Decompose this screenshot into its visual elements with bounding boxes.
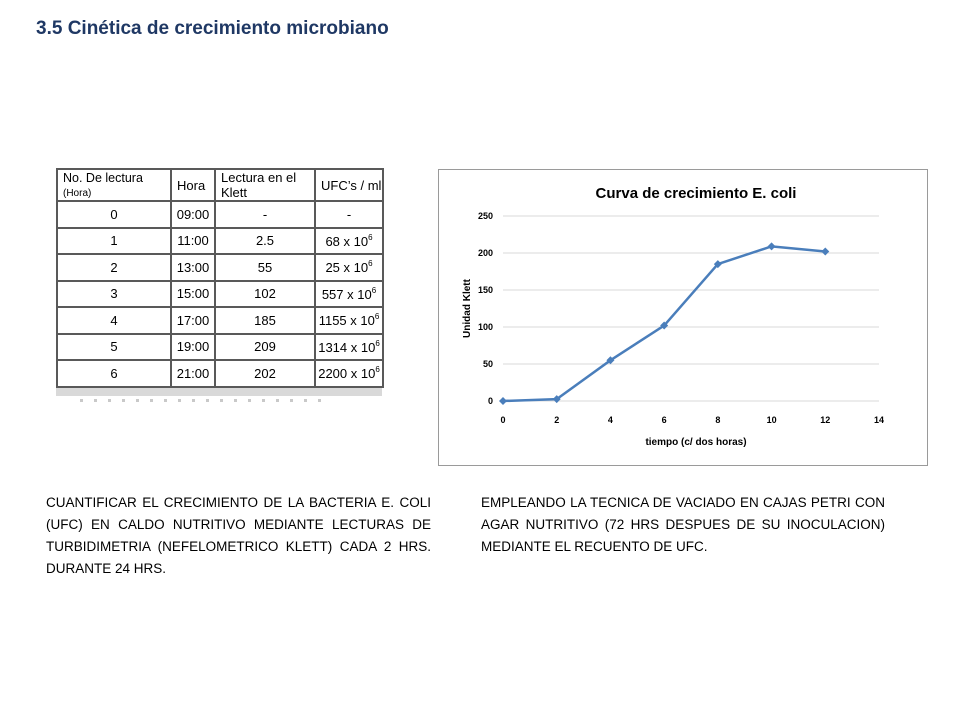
cell-lectura: 2: [56, 253, 172, 282]
ufc-value: 2200 x 10: [318, 366, 376, 382]
ufc-value: 1314 x 10: [318, 339, 376, 355]
y-tick-label: 200: [478, 248, 493, 258]
y-tick-label: 50: [483, 359, 493, 369]
x-tick-label: 4: [608, 415, 613, 425]
cell-hora: 09:00: [170, 200, 216, 229]
paragraph-left: CUANTIFICAR EL CRECIMIENTO DE LA BACTERI…: [46, 495, 431, 576]
cell-lectura: 5: [56, 332, 172, 361]
slide-title: 3.5 Cinética de crecimiento microbiano: [36, 18, 389, 39]
cell-klett: 102: [214, 279, 316, 308]
data-point: [660, 321, 669, 330]
x-tick-label: 2: [554, 415, 559, 425]
table-row: 3 15:00 102 557 x 106: [56, 279, 384, 308]
cell-ufc: 557 x 106: [314, 279, 384, 308]
y-tick-label: 0: [488, 396, 493, 406]
cell-ufc: 68 x 106: [314, 226, 384, 255]
data-point: [713, 260, 722, 269]
table-row: 4 17:00 185 1155 x 106: [56, 306, 384, 335]
data-point: [499, 397, 507, 405]
cell-klett: 2.5: [214, 226, 316, 255]
table-body: 0 09:00- -1 11:00 2.5 68 x 106 2 13:00 55 25 x 10…: [56, 200, 384, 388]
ufc-value: 557 x 10: [321, 286, 372, 302]
cell-lectura: 6: [56, 359, 172, 388]
table-row: 2 13:00 55 25 x 106: [56, 253, 384, 282]
header-lectura-label: No. De lectura: [63, 171, 143, 185]
data-point: [606, 356, 615, 365]
x-axis-label: tiempo (c/ dos horas): [645, 437, 746, 448]
cell-ufc: -: [314, 200, 384, 229]
header-lectura-unit: (Hora): [63, 188, 92, 199]
ufc-exponent: 6: [375, 365, 380, 375]
x-tick-label: 10: [767, 415, 777, 425]
cell-lectura: 3: [56, 279, 172, 308]
cell-hora: 19:00: [170, 332, 216, 361]
cell-klett: 202: [214, 359, 316, 388]
cell-lectura: 1: [56, 226, 172, 255]
cell-ufc: 1314 x 106: [314, 332, 384, 361]
data-table: No. De lectura (Hora) Hora Lectura en el…: [56, 168, 384, 388]
ufc-exponent: 6: [375, 338, 380, 348]
header-ufc: UFC’s / ml: [314, 168, 384, 202]
table-row: 1 11:00 2.5 68 x 106: [56, 226, 384, 255]
cell-klett: 185: [214, 306, 316, 335]
cell-ufc: 25 x 106: [314, 253, 384, 282]
cell-hora: 15:00: [170, 279, 216, 308]
header-hora: Hora: [170, 168, 216, 202]
ufc-exponent: 6: [371, 285, 377, 295]
table-row: 5 19:00 209 1314 x 106: [56, 332, 384, 361]
ufc-value: -: [346, 207, 352, 223]
ufc-exponent: 6: [368, 232, 373, 242]
cell-hora: 17:00: [170, 306, 216, 335]
cell-hora: 13:00: [170, 253, 216, 282]
header-lectura: No. De lectura (Hora): [56, 168, 172, 202]
data-point: [821, 247, 830, 256]
cell-hora: 21:00: [170, 359, 216, 388]
y-tick-label: 100: [478, 322, 493, 332]
data-point: [767, 242, 776, 251]
x-tick-label: 14: [874, 415, 884, 425]
chart-title: Curva de crecimiento E. coli: [596, 185, 797, 202]
x-tick-label: 6: [662, 415, 667, 425]
x-tick-label: 12: [820, 415, 830, 425]
table-row: 6 21:00 202 2200 x 106: [56, 359, 384, 388]
ufc-value: 25 x 10: [325, 260, 369, 276]
cell-lectura: 0: [56, 200, 172, 229]
data-point: [552, 395, 561, 404]
cell-ufc: 2200 x 106: [314, 359, 384, 388]
y-axis-label: Unidad Klett: [462, 278, 473, 338]
x-tick-label: 0: [500, 415, 505, 425]
data-table-container: No. De lectura (Hora) Hora Lectura en el…: [56, 168, 384, 396]
x-tick-label: 8: [715, 415, 720, 425]
chart-svg: Curva de crecimiento E. coli050100150200…: [462, 185, 884, 448]
ufc-exponent: 6: [368, 259, 373, 269]
ufc-exponent: 6: [374, 312, 380, 322]
cell-klett: 55: [214, 253, 316, 282]
table-row: 0 09:00- -: [56, 200, 384, 229]
scan-marks: [80, 399, 330, 402]
cell-lectura: 4: [56, 306, 172, 335]
paragraph-right: EMPLEANDO LA TECNICA DE VACIADO EN CAJAS…: [481, 495, 885, 554]
cell-hora: 11:00: [170, 226, 216, 255]
ufc-value: 1155 x 10: [318, 313, 375, 329]
header-klett: Lectura en el Klett: [214, 168, 316, 202]
cell-klett: 209: [214, 332, 316, 361]
table-header-row: No. De lectura (Hora) Hora Lectura en el…: [56, 168, 384, 202]
cell-ufc: 1155 x 106: [314, 306, 384, 335]
y-tick-label: 150: [478, 285, 493, 295]
growth-chart: Curva de crecimiento E. coli 0 50 100 150 200…: [438, 169, 928, 466]
ufc-value: 68 x 10: [325, 233, 369, 249]
cell-klett: -: [214, 200, 316, 229]
y-tick-label: 250: [478, 211, 493, 221]
